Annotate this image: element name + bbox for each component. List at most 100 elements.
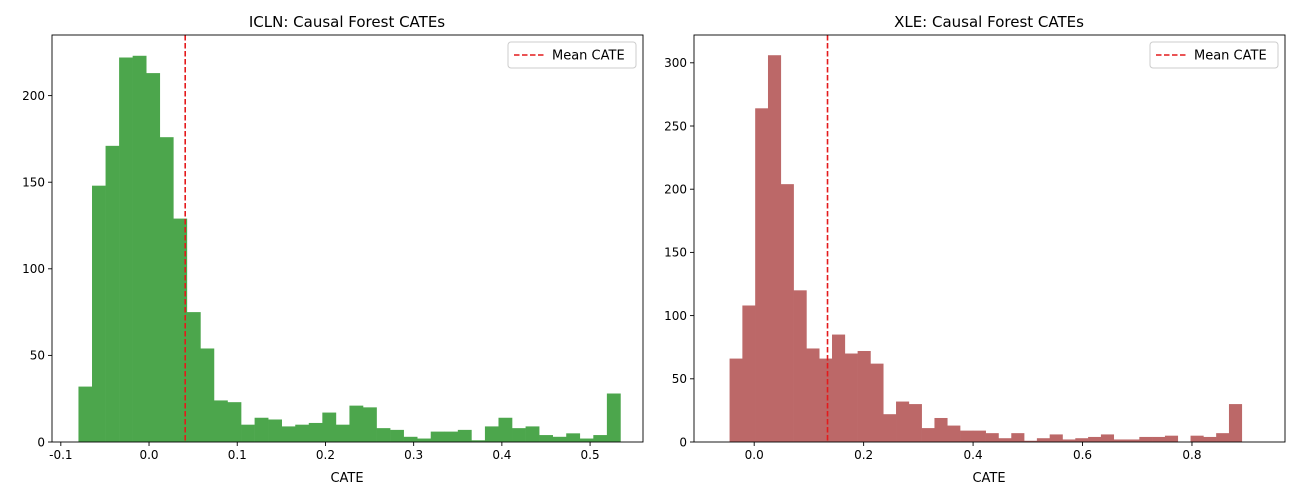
axes [693,34,1286,443]
legend-label: Mean CATE [1194,49,1267,64]
histogram-bar [376,428,391,442]
y-tick-label: 150 [22,176,45,190]
x-tick-label: 0.2 [316,448,335,462]
histogram-bar [972,430,986,442]
chart-panel-icln: ICLN: Causal Forest CATEs -0.1 0.0 0.1 0.2 0… [22,13,644,486]
y-tick-label: 0 [37,435,45,449]
legend: Mean CATE [1149,41,1279,69]
histogram-bar [1113,439,1127,442]
histogram-bar [1152,436,1166,442]
legend-box [507,41,637,69]
histogram-bar [934,417,948,442]
histogram-bar [593,435,608,442]
x-tick-label: 0.1 [228,448,247,462]
histogram-bar [767,55,782,442]
y-tick-label: 50 [30,349,45,363]
x-tick-label: 0.4 [492,448,511,462]
histogram-bar [1024,440,1038,442]
histogram-bar [457,429,472,442]
histogram-bar [539,435,553,442]
histogram-bar [1062,439,1076,442]
histogram-bar [213,400,228,442]
x-axis-label: CATE [972,471,1005,486]
histogram-bar [1216,433,1230,442]
histogram-bar [755,108,769,442]
histogram-bar [484,426,499,442]
histogram-bar [1139,436,1153,442]
y-tick-label: 150 [664,246,687,260]
histogram-bar [819,358,833,442]
y-tick-label: 200 [22,89,45,103]
histogram-bar [896,401,910,442]
histogram-bar [1190,435,1204,442]
y-tick-label: 0 [679,435,687,449]
histogram-bar [606,393,621,442]
histogram-bar [254,417,269,442]
y-ticks: 0 50 100 150 200 [22,89,52,449]
histogram-bar [566,433,581,442]
x-ticks: 0.0 0.2 0.4 0.6 0.8 [745,442,1202,462]
x-tick-label: 0.3 [404,448,423,462]
histogram-bar [1011,433,1025,442]
histogram-bar [908,404,922,442]
histogram-bar [444,431,459,442]
histogram-bar [1228,404,1243,442]
histogram-bar [742,305,756,442]
chart-title: ICLN: Causal Forest CATEs [249,13,445,31]
histogram-bar [998,438,1012,442]
histogram-bar [92,185,106,442]
histogram-bar [729,358,743,442]
histogram-bar [146,73,161,442]
histogram-bar [1126,439,1140,442]
histogram-bar [186,312,201,442]
y-tick-label: 300 [664,56,687,70]
histogram-bar [471,440,486,442]
histogram-bar [241,424,255,442]
histogram-bar [1164,435,1179,442]
histogram-bar [417,438,432,442]
chart-title: XLE: Causal Forest CATEs [894,13,1084,31]
histogram-bar [1049,434,1063,442]
x-tick-label: -0.1 [49,448,72,462]
histogram-bar [921,428,935,442]
histogram-bar [793,290,807,442]
histogram-bar [390,429,404,442]
x-ticks: -0.1 0.0 0.1 0.2 0.3 0.4 0.5 [49,442,600,462]
x-axis-label: CATE [330,471,363,486]
histogram-bars [78,55,621,442]
x-tick-label: 0.8 [1182,448,1201,462]
histogram-bar [78,386,93,442]
histogram-bar [335,424,350,442]
y-tick-label: 50 [672,372,687,386]
histogram-bar [552,436,567,442]
histogram-bar [268,419,282,442]
axes [51,34,644,443]
histogram-bar [780,184,794,442]
y-tick-label: 250 [664,119,687,133]
histogram-bar [105,145,120,442]
histogram-bar [403,436,418,442]
histogram-bar [1075,438,1089,442]
histogram-bar [362,407,377,442]
histogram-bar [579,438,594,442]
histogram-bar [883,414,897,442]
histogram-bar [960,430,974,442]
x-tick-label: 0.2 [854,448,873,462]
axes-frame [51,34,644,443]
histogram-bar [227,402,242,442]
histogram-bar [985,433,999,442]
histogram-bar [322,412,337,442]
axes-frame [693,34,1286,443]
histogram-bar [498,417,513,442]
chart-panel-xle: XLE: Causal Forest CATEs 0.0 0.2 0.4 0.6 0.8… [664,13,1286,486]
legend-box [1149,41,1279,69]
histogram-bar [525,426,540,442]
histogram-bar [857,350,871,442]
histogram-bar [200,348,215,442]
histogram-bar [512,428,526,442]
x-tick-label: 0.4 [964,448,983,462]
histogram-bar [1088,436,1102,442]
histogram-bars [729,55,1243,442]
histogram-bar [308,422,323,442]
histogram-bar [1203,436,1217,442]
